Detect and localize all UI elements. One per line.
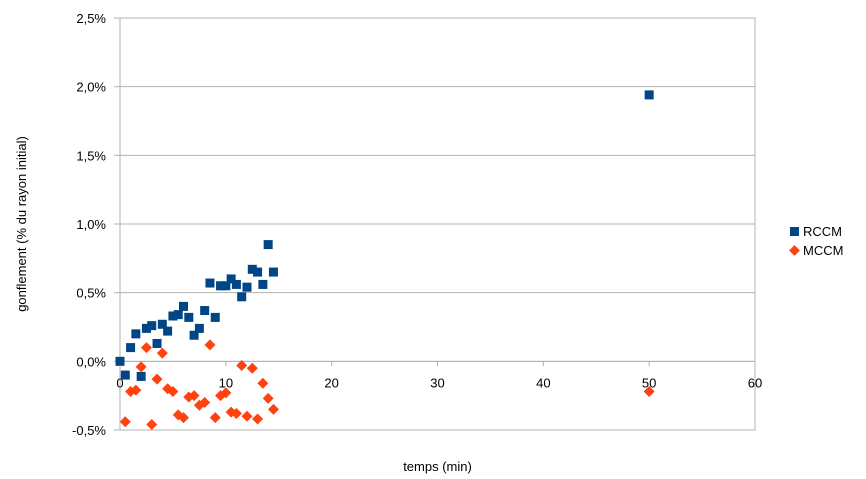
- y-axis-label: gonflement (% du rayon initial): [14, 136, 29, 312]
- point-rccm: [152, 338, 162, 348]
- point-mccm: [156, 347, 168, 359]
- point-mccm: [140, 342, 152, 354]
- x-tick-label: 40: [536, 375, 550, 390]
- point-mccm: [230, 408, 242, 420]
- point-rccm: [131, 329, 141, 339]
- legend: RCCM MCCM: [789, 222, 844, 260]
- x-tick-label: 60: [748, 375, 762, 390]
- x-tick-label: 20: [324, 375, 338, 390]
- y-tick-label: 2,5%: [76, 11, 106, 26]
- point-mccm: [643, 386, 655, 398]
- point-rccm: [268, 267, 278, 277]
- point-mccm: [130, 384, 142, 396]
- square-marker-icon: [790, 227, 799, 236]
- y-tick-label: 0,0%: [76, 354, 106, 369]
- point-rccm: [173, 310, 183, 320]
- point-rccm: [157, 319, 167, 329]
- y-tick-label: 1,5%: [76, 148, 106, 163]
- point-rccm: [126, 343, 136, 353]
- point-rccm: [231, 279, 241, 289]
- point-rccm: [644, 90, 654, 100]
- point-rccm: [141, 323, 151, 333]
- point-mccm: [135, 361, 147, 373]
- point-rccm: [253, 267, 263, 277]
- data-points: [115, 90, 655, 431]
- point-mccm: [188, 390, 200, 402]
- point-rccm: [237, 292, 247, 302]
- point-rccm: [115, 356, 125, 366]
- x-tick-label: 0: [116, 375, 123, 390]
- legend-item-rccm: RCCM: [790, 222, 843, 241]
- point-rccm: [168, 311, 178, 321]
- x-axis-ticks: 0 10 20 30 40 50 60: [116, 360, 762, 390]
- point-rccm: [189, 330, 199, 340]
- x-tick-label: 30: [430, 375, 444, 390]
- x-tick-label: 50: [642, 375, 656, 390]
- y-tick-label: -0,5%: [72, 423, 106, 438]
- grid-lines: [120, 17, 755, 431]
- point-mccm: [209, 412, 221, 424]
- point-mccm: [241, 410, 253, 422]
- point-mccm: [246, 362, 258, 374]
- point-rccm: [205, 278, 215, 288]
- point-rccm: [200, 306, 210, 316]
- point-rccm: [226, 274, 236, 284]
- point-rccm: [221, 281, 231, 291]
- point-rccm: [242, 282, 252, 292]
- y-tick-label: 0,5%: [76, 286, 106, 301]
- point-mccm: [267, 403, 279, 415]
- point-rccm: [263, 240, 273, 250]
- point-rccm: [194, 323, 204, 333]
- legend-label-rccm: RCCM: [803, 224, 842, 239]
- point-rccm: [184, 312, 194, 322]
- diamond-marker-icon: [789, 245, 800, 256]
- point-mccm: [146, 419, 158, 431]
- x-axis-label: temps (min): [403, 459, 472, 474]
- point-rccm: [216, 281, 226, 291]
- point-mccm: [119, 416, 131, 428]
- legend-item-mccm: MCCM: [789, 241, 844, 260]
- point-mccm: [262, 392, 274, 404]
- point-rccm: [147, 321, 157, 331]
- point-rccm: [179, 301, 188, 311]
- point-mccm: [252, 413, 264, 425]
- point-rccm: [210, 312, 220, 322]
- point-mccm: [220, 387, 232, 399]
- legend-label-mccm: MCCM: [803, 243, 844, 258]
- point-mccm: [257, 377, 269, 389]
- point-rccm: [247, 264, 257, 274]
- point-mccm: [151, 373, 163, 385]
- point-mccm: [204, 339, 216, 351]
- y-tick-label: 1,0%: [76, 217, 106, 232]
- point-rccm: [258, 279, 268, 289]
- point-rccm: [136, 371, 146, 381]
- point-mccm: [178, 412, 189, 424]
- point-rccm: [163, 326, 173, 336]
- point-mccm: [199, 397, 211, 409]
- y-tick-label: 2,0%: [76, 80, 106, 95]
- x-tick-label: 10: [219, 375, 233, 390]
- point-rccm: [120, 370, 130, 380]
- point-mccm: [167, 386, 179, 398]
- point-mccm: [236, 359, 248, 371]
- y-axis-ticks: -0,5% 0,0% 0,5% 1,0% 1,5% 2,0% 2,5%: [72, 11, 120, 438]
